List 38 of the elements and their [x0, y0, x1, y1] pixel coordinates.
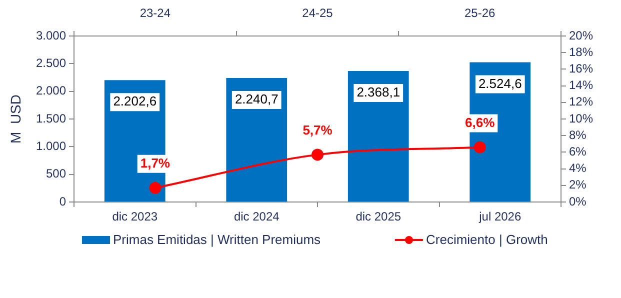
y-tick-label: 500 — [46, 166, 66, 181]
x-tick-label: 24-25 — [302, 6, 334, 20]
y2-tick-label: 12% — [569, 94, 594, 109]
y-tick-label: 2.000 — [36, 84, 66, 98]
data-label: 1,7% — [140, 155, 170, 170]
point — [312, 148, 324, 161]
x-tick-label: jul 2026 — [478, 210, 522, 224]
data-label: 2.524,6 — [478, 76, 522, 91]
x-tick-label: dic 2024 — [234, 210, 280, 224]
legend-label: Crecimiento | Growth — [426, 232, 548, 247]
data-label: 6,6% — [465, 114, 496, 130]
x-tick-label: dic 2023 — [112, 210, 158, 224]
data-label: 2.202,6 — [113, 94, 157, 109]
y2-tick-label: 20% — [569, 28, 594, 42]
y2-tick-label: 4% — [569, 161, 587, 176]
y-tick-label: 1.000 — [36, 138, 66, 153]
y2-tick-label: 10% — [569, 111, 594, 126]
y2-tick-label: 6% — [569, 144, 587, 159]
y2-tick-label: 0% — [569, 194, 587, 208]
data-label: 2.240,7 — [234, 92, 278, 107]
y-tick-label: 1.500 — [36, 111, 66, 126]
point — [149, 182, 162, 194]
y2-tick-label: 16% — [569, 62, 594, 76]
y2-tick-label: 14% — [569, 78, 594, 92]
data-label: 2.368,1 — [356, 84, 400, 100]
legend-label: Primas Emitidas | Written Premiums — [113, 232, 321, 247]
x-tick-label: 23-24 — [140, 6, 171, 20]
y-tick-label: 2.500 — [36, 56, 66, 70]
y2-tick-label: 8% — [569, 128, 587, 142]
point — [474, 141, 486, 154]
y-axis-title: M USD — [7, 94, 24, 144]
y2-tick-label: 2% — [569, 178, 587, 192]
data-label: 5,7% — [302, 122, 333, 138]
x-tick-label: dic 2025 — [356, 210, 402, 224]
y-tick-label: 0 — [59, 194, 66, 208]
x-tick-label: 25-26 — [464, 6, 496, 20]
y-tick-label: 3.000 — [36, 28, 66, 42]
y2-tick-label: 18% — [569, 44, 594, 59]
